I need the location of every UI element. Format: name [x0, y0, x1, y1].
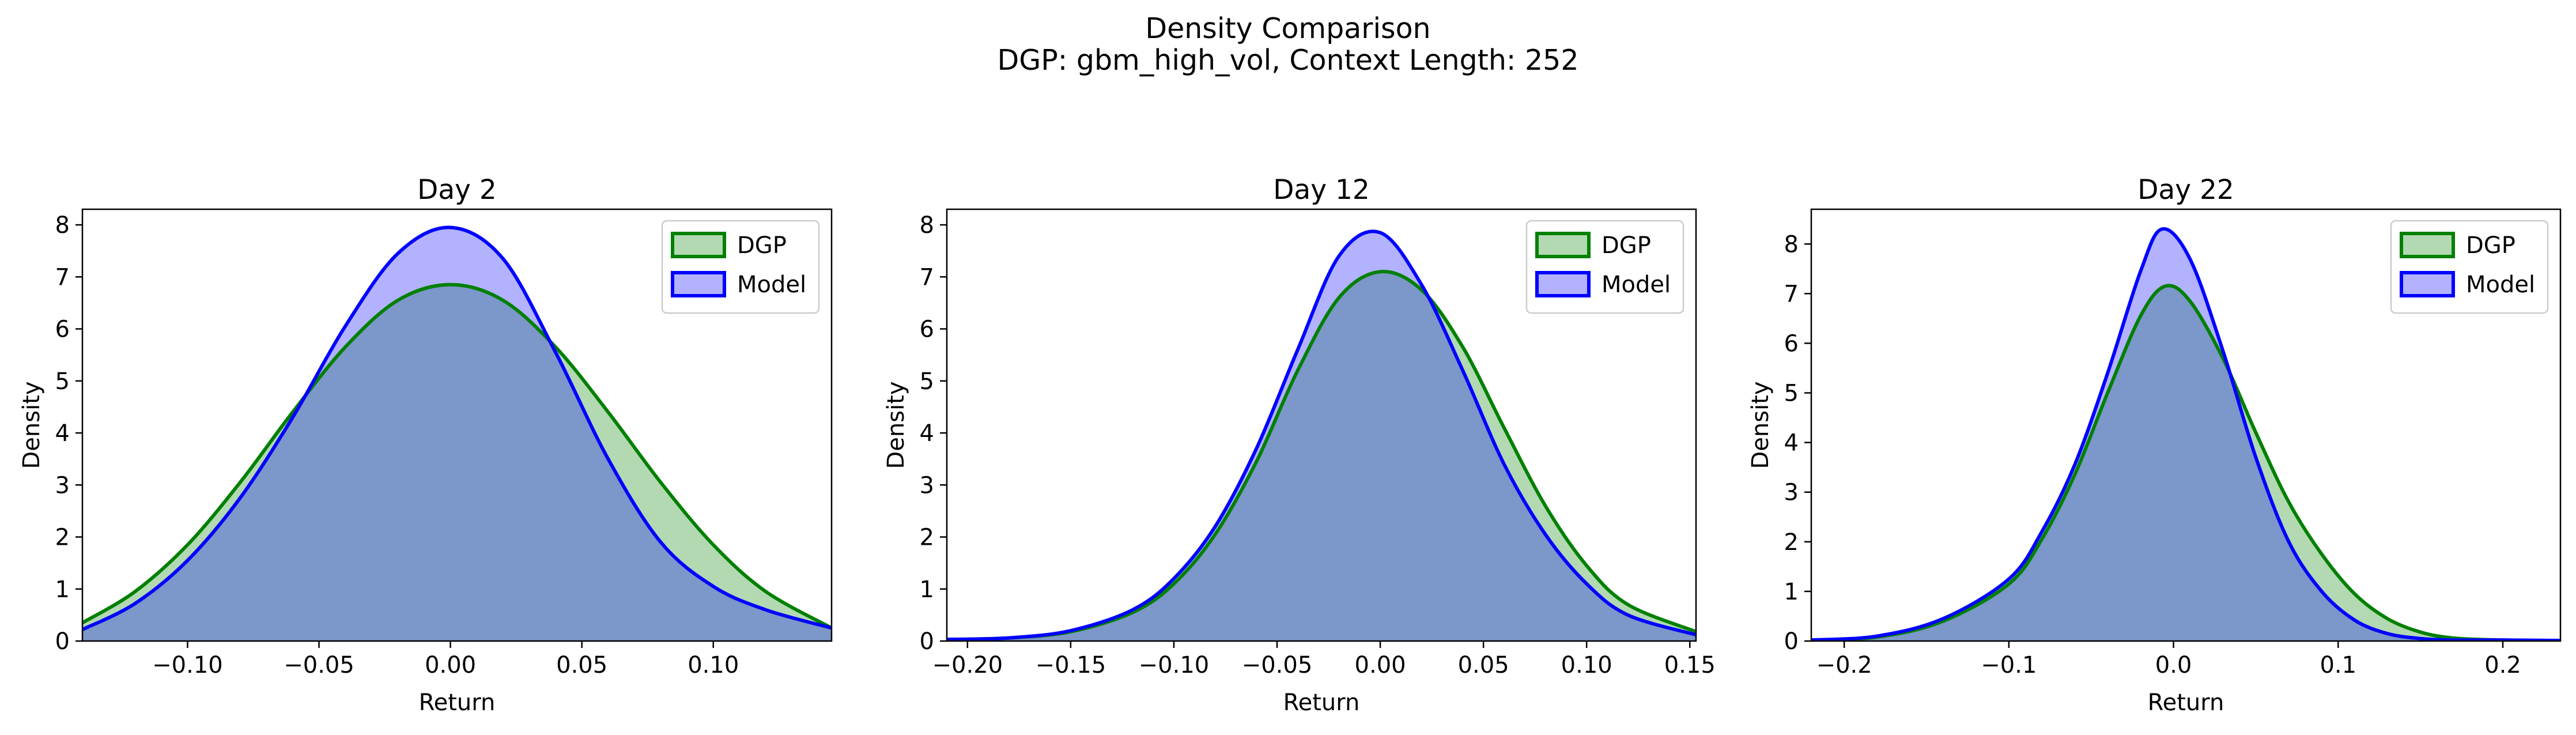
y-tick-label: 0	[920, 628, 934, 655]
legend-swatch-model	[1535, 271, 1591, 297]
y-tick-label: 6	[920, 316, 934, 343]
figure-title: Density Comparison	[1145, 12, 1431, 45]
legend-frame	[1525, 220, 1684, 314]
y-tick-label: 2	[55, 525, 70, 551]
legend-frame	[661, 220, 820, 314]
y-tick-label: 7	[920, 264, 934, 291]
y-tick-label: 3	[920, 472, 934, 499]
x-tick-label: −0.1	[1981, 652, 2037, 679]
legend-label-model: Model	[737, 272, 806, 298]
dgp-line	[82, 282, 832, 630]
y-axis-label: Density	[18, 381, 45, 469]
y-tick-label: 7	[55, 264, 70, 291]
y-tick-label: 1	[55, 576, 70, 603]
y-tick-label: 8	[55, 212, 70, 239]
x-tick-label: −0.2	[1816, 652, 1872, 679]
plot-area	[947, 229, 1696, 641]
y-tick-label: 3	[1784, 480, 1799, 506]
legend-swatch-dgp	[671, 232, 726, 258]
axes-frame	[81, 208, 833, 642]
legend-label-model: Model	[1601, 272, 1671, 298]
x-axis-label: Return	[1283, 689, 1360, 716]
panel-day-1: −0.10 −0.05 0.00 0.05 0.10 0 1 2 3 4 5 6 7 8 Day 2 Retu…	[18, 174, 833, 716]
model-line	[947, 229, 1696, 641]
dgp-fill	[947, 272, 1696, 641]
x-tick-label: −0.05	[284, 652, 354, 679]
x-tick-label: 0.10	[1561, 652, 1612, 679]
x-tick-label: 0.1	[2320, 652, 2356, 679]
legend-label-dgp: DGP	[1601, 232, 1651, 259]
legend-frame	[2390, 220, 2549, 314]
y-tick-label: 0	[1784, 628, 1799, 655]
y-tick-label: 2	[920, 525, 934, 551]
y-axis-label: Density	[1747, 381, 1774, 469]
x-tick-label: 0.00	[425, 652, 476, 679]
legend: DGP Model	[2390, 220, 2549, 314]
dgp-line	[1811, 284, 2560, 641]
plot-area	[1811, 227, 2560, 641]
x-axis-label: Return	[419, 689, 496, 716]
model-line	[82, 225, 832, 631]
panel-title: Day 2	[417, 174, 497, 206]
axes-frame	[946, 208, 1697, 642]
legend-label-dgp: DGP	[2466, 232, 2515, 259]
legend: DGP Model	[661, 220, 820, 314]
y-tick-label: 2	[1784, 529, 1799, 556]
y-tick-label: 3	[55, 472, 70, 499]
x-tick-label: −0.20	[932, 652, 1003, 679]
panel-day-3: −0.2 −0.1 0.0 0.1 0.2 0 1 2 3 4 5 6 7 8 Day 22 Return De…	[1747, 174, 2562, 716]
x-tick-label: 0.2	[2484, 652, 2521, 679]
model-fill	[947, 231, 1696, 641]
legend-label-dgp: DGP	[737, 232, 787, 259]
legend: DGP Model	[1525, 220, 1684, 314]
y-tick-label: 4	[55, 420, 70, 447]
plot-area	[82, 225, 832, 641]
x-tick-label: 0.0	[2155, 652, 2192, 679]
y-tick-label: 6	[55, 316, 70, 343]
x-tick-label: −0.10	[1139, 652, 1210, 679]
x-tick-label: 0.15	[1664, 652, 1716, 679]
legend-swatch-dgp	[2400, 232, 2455, 258]
legend-swatch-model	[671, 271, 726, 297]
y-tick-label: 6	[1784, 330, 1799, 357]
y-tick-label: 5	[920, 368, 934, 395]
dgp-fill	[82, 284, 832, 641]
panel-title: Day 22	[2137, 174, 2234, 206]
x-tick-label: 0.05	[556, 652, 607, 679]
y-tick-label: 5	[1784, 380, 1799, 407]
dgp-fill	[1811, 285, 2560, 641]
x-tick-label: 0.10	[688, 652, 739, 679]
y-tick-label: 8	[920, 212, 934, 239]
model-fill	[82, 227, 832, 641]
axes-frame	[1810, 208, 2562, 642]
dgp-line	[947, 270, 1696, 641]
x-tick-label: −0.05	[1242, 652, 1313, 679]
legend-swatch-model	[2400, 271, 2455, 297]
figure-subtitle: DGP: gbm_high_vol, Context Length: 252	[997, 44, 1579, 77]
x-tick-label: −0.10	[152, 652, 223, 679]
panel-day-2: −0.20 −0.15 −0.10 −0.05 0.00 0.05 0.10 0.15 0 1 2 3…	[883, 174, 1716, 716]
y-tick-label: 4	[1784, 430, 1799, 457]
legend-label-model: Model	[2466, 272, 2535, 298]
model-fill	[1811, 228, 2560, 641]
x-tick-label: 0.05	[1458, 652, 1509, 679]
y-tick-label: 7	[1784, 281, 1799, 307]
legend-swatch-dgp	[1535, 232, 1591, 258]
panel-title: Day 12	[1273, 174, 1370, 206]
y-tick-label: 1	[1784, 579, 1799, 605]
x-axis-label: Return	[2148, 689, 2224, 716]
y-tick-label: 8	[1784, 231, 1799, 258]
model-line	[1811, 227, 2560, 641]
y-tick-label: 0	[55, 628, 70, 655]
x-tick-label: 0.00	[1355, 652, 1406, 679]
y-tick-label: 5	[55, 368, 70, 395]
y-tick-label: 1	[920, 576, 934, 603]
x-tick-label: −0.15	[1036, 652, 1106, 679]
y-tick-label: 4	[920, 420, 934, 447]
y-axis-label: Density	[883, 381, 909, 469]
